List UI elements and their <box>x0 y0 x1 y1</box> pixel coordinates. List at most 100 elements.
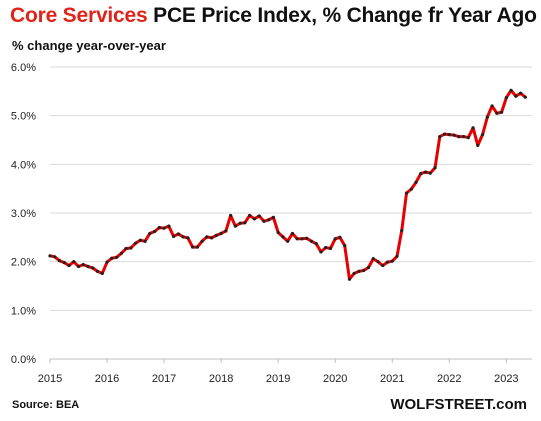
x-tick-label: 2015 <box>38 373 62 385</box>
data-point <box>480 133 485 137</box>
data-point <box>433 166 437 170</box>
data-point <box>229 213 233 218</box>
data-point <box>447 133 451 137</box>
data-point <box>81 262 85 267</box>
data-point <box>343 244 347 248</box>
data-point <box>504 96 508 100</box>
data-point <box>167 224 171 228</box>
data-point <box>499 110 504 114</box>
data-point <box>62 261 66 265</box>
data-point <box>300 237 304 241</box>
data-point <box>143 239 147 243</box>
data-point <box>366 265 371 270</box>
data-point <box>362 268 366 273</box>
data-point <box>457 134 461 139</box>
data-point <box>438 134 442 139</box>
title-rest: PCE Price Index, % Change fr Year Ago <box>153 4 537 27</box>
data-point <box>409 187 413 191</box>
data-point <box>129 246 133 250</box>
data-point <box>495 111 499 115</box>
chart-title: Core Services PCE Price Index, % Change … <box>10 4 537 28</box>
data-point <box>347 277 352 281</box>
axes: 0.0% 1.0% 2.0% 3.0% 4.0% 5.0% 6.0% 2015 2016 2017… <box>11 62 532 385</box>
series-layer <box>48 88 527 281</box>
y-tick-label: 4.0% <box>11 159 36 171</box>
data-point <box>210 236 214 240</box>
data-point <box>200 239 204 243</box>
data-point <box>262 219 266 223</box>
data-point <box>195 245 199 249</box>
y-tick-label: 1.0% <box>11 305 36 317</box>
x-tick-label: 2019 <box>266 373 290 385</box>
data-point <box>53 255 57 259</box>
data-point <box>67 263 71 268</box>
data-point <box>295 237 299 241</box>
data-point <box>352 271 356 275</box>
data-point <box>423 170 428 174</box>
data-point <box>471 126 475 130</box>
data-point <box>48 254 52 258</box>
data-point <box>105 260 109 264</box>
data-point <box>186 236 190 240</box>
data-point <box>72 260 76 264</box>
y-tick-label: 5.0% <box>11 111 36 123</box>
y-tick-label: 2.0% <box>11 257 36 269</box>
data-point <box>124 246 128 251</box>
data-point <box>238 221 242 225</box>
y-tick-label: 6.0% <box>11 62 36 74</box>
data-point <box>76 264 81 269</box>
data-point <box>395 254 399 258</box>
data-point <box>485 115 489 119</box>
data-point <box>328 246 333 251</box>
data-point <box>314 242 318 246</box>
data-point <box>290 231 295 236</box>
data-point <box>162 226 166 230</box>
data-point <box>509 88 513 92</box>
data-point <box>414 180 418 184</box>
data-point <box>390 259 394 263</box>
data-point <box>57 259 62 263</box>
data-point <box>95 269 100 273</box>
data-point <box>91 266 95 270</box>
data-point <box>276 230 280 235</box>
data-point <box>442 132 447 136</box>
data-point <box>523 95 527 99</box>
data-point <box>518 91 523 95</box>
data-point <box>338 235 342 239</box>
data-point <box>138 238 142 242</box>
data-point <box>181 235 185 239</box>
chart-subtitle: % change year-over-year <box>12 38 166 53</box>
data-point <box>376 260 380 264</box>
data-point <box>271 215 276 219</box>
data-point <box>490 104 494 108</box>
data-point <box>452 133 456 137</box>
data-point <box>371 257 375 261</box>
data-point <box>281 235 285 239</box>
y-tick-label: 3.0% <box>11 208 36 220</box>
title-accent: Core Services <box>10 4 148 27</box>
data-point <box>248 213 252 218</box>
data-point <box>152 229 157 234</box>
data-point <box>286 239 290 243</box>
data-point <box>219 231 223 236</box>
data-point <box>305 236 309 240</box>
data-point <box>514 94 518 98</box>
series-line <box>48 88 527 281</box>
data-point <box>86 264 90 269</box>
data-point <box>243 221 247 225</box>
x-tick-label: 2021 <box>380 373 404 385</box>
data-point <box>171 234 176 238</box>
data-point <box>319 250 323 254</box>
data-point <box>476 143 480 147</box>
data-point <box>400 228 404 233</box>
x-tick-label: 2018 <box>209 373 233 385</box>
data-point <box>233 224 237 228</box>
source-note: Source: BEA <box>12 399 80 411</box>
data-point <box>191 245 195 249</box>
data-point <box>100 271 104 275</box>
data-point <box>157 226 161 230</box>
x-tick-label: 2020 <box>323 373 347 385</box>
data-point <box>133 241 138 245</box>
brand-logo-text: WOLFSTREET.com <box>390 396 527 413</box>
